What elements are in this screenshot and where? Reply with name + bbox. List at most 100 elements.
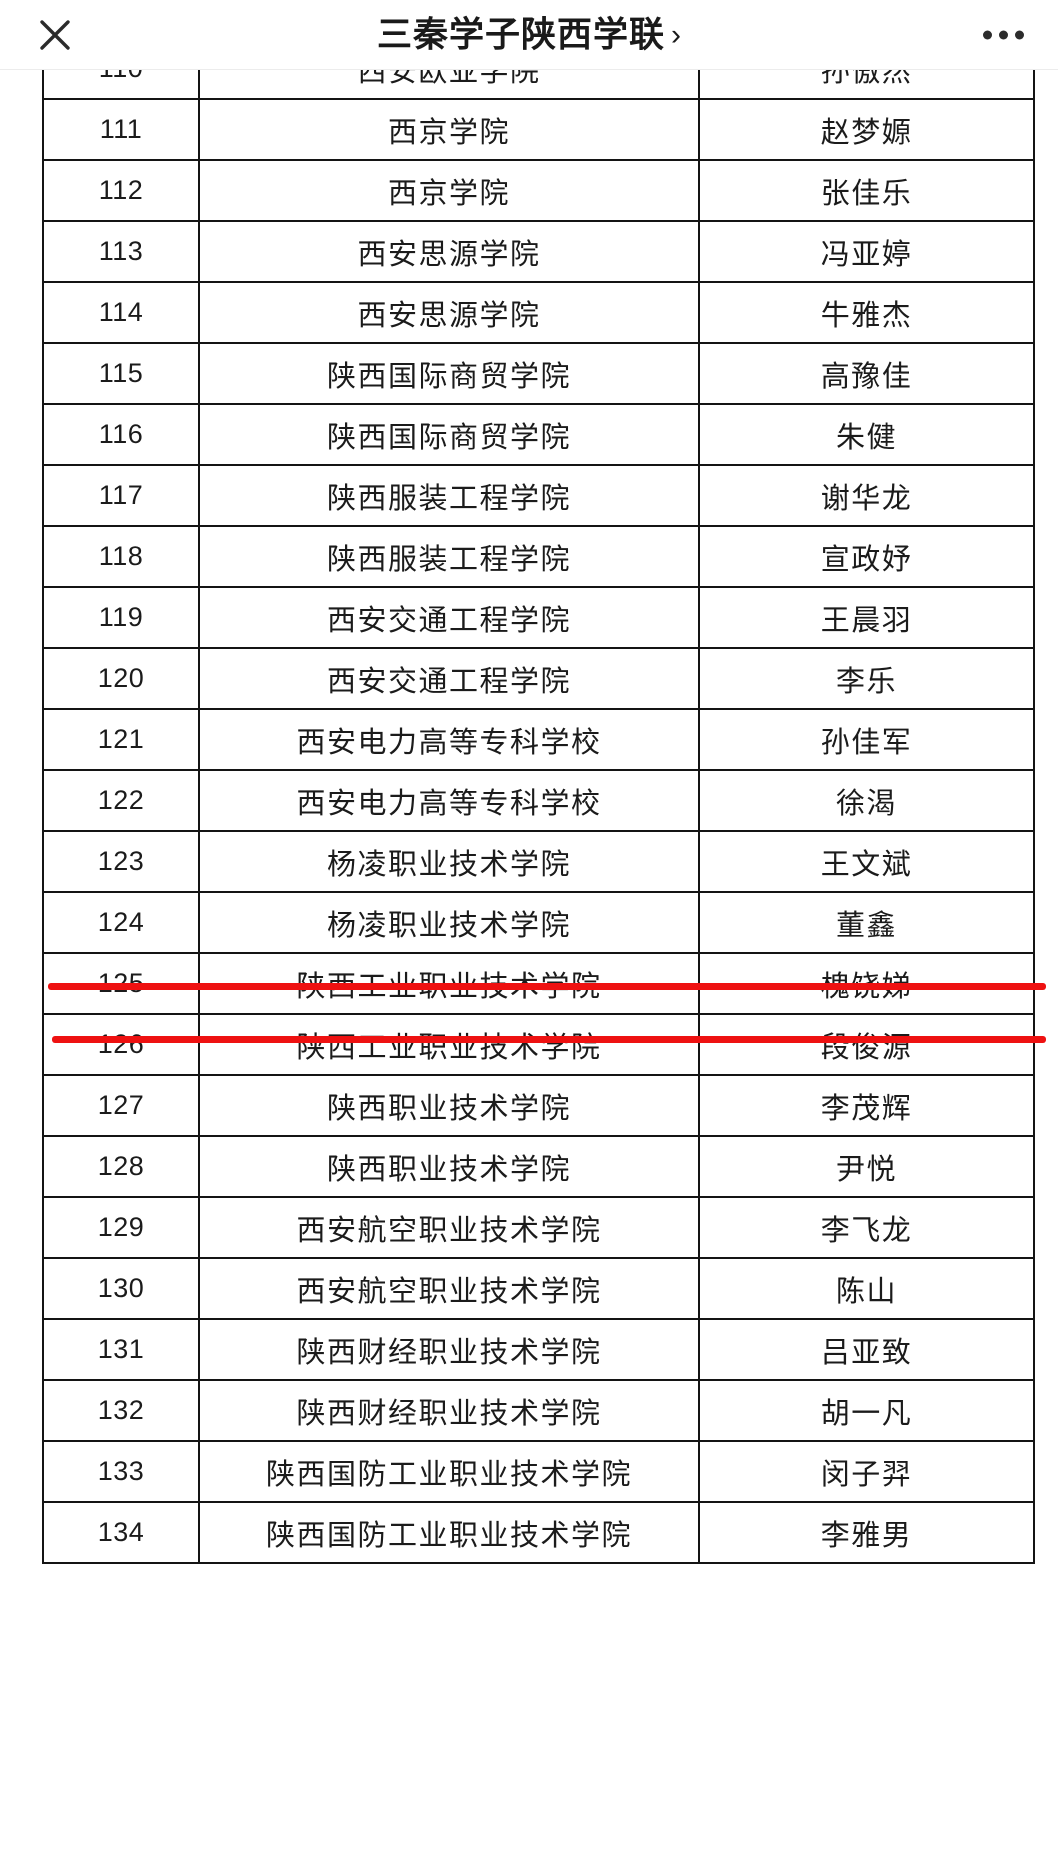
cell-school: 陕西国际商贸学院 [198,342,700,405]
cell-index: 118 [42,525,200,588]
table-row: 124 杨凌职业技术学院 董鑫 [42,891,1035,954]
cell-name: 陈山 [698,1257,1035,1320]
cell-index: 119 [42,586,200,649]
cell-name: 牛雅杰 [698,281,1035,344]
cell-school: 西安交通工程学院 [198,586,700,649]
cell-index: 132 [42,1379,200,1442]
cell-name: 李茂辉 [698,1074,1035,1137]
table-row: 120 西安交通工程学院 李乐 [42,647,1035,710]
cell-name: 段俊源 [698,1013,1035,1076]
cell-school: 西安电力高等专科学校 [198,769,700,832]
cell-school: 陕西服装工程学院 [198,525,700,588]
cell-school: 陕西财经职业技术学院 [198,1379,700,1442]
cell-school: 陕西国防工业职业技术学院 [198,1440,700,1503]
table-row: 128 陕西职业技术学院 尹悦 [42,1135,1035,1198]
more-options-icon[interactable] [977,20,1030,49]
cell-school: 陕西国际商贸学院 [198,403,700,466]
cell-name: 朱健 [698,403,1035,466]
cell-school: 西安思源学院 [198,281,700,344]
cell-name: 王晨羽 [698,586,1035,649]
cell-name: 赵梦嫄 [698,98,1035,161]
table-row: 131 陕西财经职业技术学院 吕亚致 [42,1318,1035,1381]
cell-name: 董鑫 [698,891,1035,954]
cell-index: 126 [42,1013,200,1076]
cell-index: 110 [42,70,200,100]
document-viewport[interactable]: 110西安欧亚学院孙傲然111西京学院赵梦嫄112西京学院张佳乐113西安思源学… [0,70,1058,1851]
cell-name: 孙佳军 [698,708,1035,771]
cell-school: 西安交通工程学院 [198,647,700,710]
cell-index: 125 [42,952,200,1015]
table-row: 132 陕西财经职业技术学院 胡一凡 [42,1379,1035,1442]
cell-school: 杨凌职业技术学院 [198,830,700,893]
cell-school: 陕西服装工程学院 [198,464,700,527]
cell-name: 尹悦 [698,1135,1035,1198]
cell-index: 134 [42,1501,200,1564]
table-row: 112 西京学院 张佳乐 [42,159,1035,222]
cell-school: 西安电力高等专科学校 [198,708,700,771]
chevron-right-icon: › [671,18,681,52]
table-row: 114 西安思源学院 牛雅杰 [42,281,1035,344]
cell-index: 112 [42,159,200,222]
cell-school: 西安航空职业技术学院 [198,1196,700,1259]
cell-index: 131 [42,1318,200,1381]
cell-index: 117 [42,464,200,527]
navigation-bar: 三秦学子陕西学联 › [0,0,1058,70]
table-row: 134 陕西国防工业职业技术学院 李雅男 [42,1501,1035,1564]
cell-school: 西安思源学院 [198,220,700,283]
table-row: 118 陕西服装工程学院 宣政妤 [42,525,1035,588]
table-row: 119 西安交通工程学院 王晨羽 [42,586,1035,649]
table-row: 123 杨凌职业技术学院 王文斌 [42,830,1035,893]
cell-index: 116 [42,403,200,466]
table-row: 122 西安电力高等专科学校 徐渴 [42,769,1035,832]
cell-school: 陕西工业职业技术学院 [198,952,700,1015]
cell-index: 121 [42,708,200,771]
table-row: 116 陕西国际商贸学院 朱健 [42,403,1035,466]
cell-index: 129 [42,1196,200,1259]
cell-school: 杨凌职业技术学院 [198,891,700,954]
table-row: 121 西安电力高等专科学校 孙佳军 [42,708,1035,771]
cell-index: 123 [42,830,200,893]
cell-name: 槐饶娣 [698,952,1035,1015]
cell-index: 114 [42,281,200,344]
cell-name: 徐渴 [698,769,1035,832]
table-row: 110西安欧亚学院孙傲然 [42,70,1035,100]
more-dot [1015,30,1024,39]
cell-index: 111 [42,98,200,161]
cell-name: 李雅男 [698,1501,1035,1564]
cell-name: 孙傲然 [698,70,1035,100]
cell-name: 闵子羿 [698,1440,1035,1503]
table-row: 117 陕西服装工程学院 谢华龙 [42,464,1035,527]
cell-school: 西京学院 [198,159,700,222]
cell-school: 陕西工业职业技术学院 [198,1013,700,1076]
table-row: 127 陕西职业技术学院 李茂辉 [42,1074,1035,1137]
table-row: 130 西安航空职业技术学院 陈山 [42,1257,1035,1320]
cell-name: 高豫佳 [698,342,1035,405]
cell-name: 吕亚致 [698,1318,1035,1381]
cell-school: 西安欧亚学院 [198,70,700,100]
cell-name: 王文斌 [698,830,1035,893]
page-title-text: 三秦学子陕西学联 [376,15,665,54]
cell-index: 127 [42,1074,200,1137]
cell-name: 冯亚婷 [698,220,1035,283]
cell-index: 120 [42,647,200,710]
table-row: 111 西京学院 赵梦嫄 [42,98,1035,161]
cell-index: 133 [42,1440,200,1503]
cell-index: 130 [42,1257,200,1320]
roster-table: 110西安欧亚学院孙傲然111西京学院赵梦嫄112西京学院张佳乐113西安思源学… [42,70,1035,1564]
more-dot [983,30,992,39]
close-icon[interactable] [32,12,78,58]
cell-school: 西京学院 [198,98,700,161]
cell-name: 宣政妤 [698,525,1035,588]
roster-table-wrapper: 110西安欧亚学院孙傲然111西京学院赵梦嫄112西京学院张佳乐113西安思源学… [0,70,1058,1564]
cell-name: 谢华龙 [698,464,1035,527]
table-row: 129 西安航空职业技术学院 李飞龙 [42,1196,1035,1259]
cell-school: 西安航空职业技术学院 [198,1257,700,1320]
cell-index: 113 [42,220,200,283]
cell-name: 李乐 [698,647,1035,710]
cell-school: 陕西职业技术学院 [198,1135,700,1198]
table-row: 115 陕西国际商贸学院 高豫佳 [42,342,1035,405]
table-row: 133 陕西国防工业职业技术学院 闵子羿 [42,1440,1035,1503]
cell-index: 122 [42,769,200,832]
cell-name: 张佳乐 [698,159,1035,222]
cell-index: 115 [42,342,200,405]
